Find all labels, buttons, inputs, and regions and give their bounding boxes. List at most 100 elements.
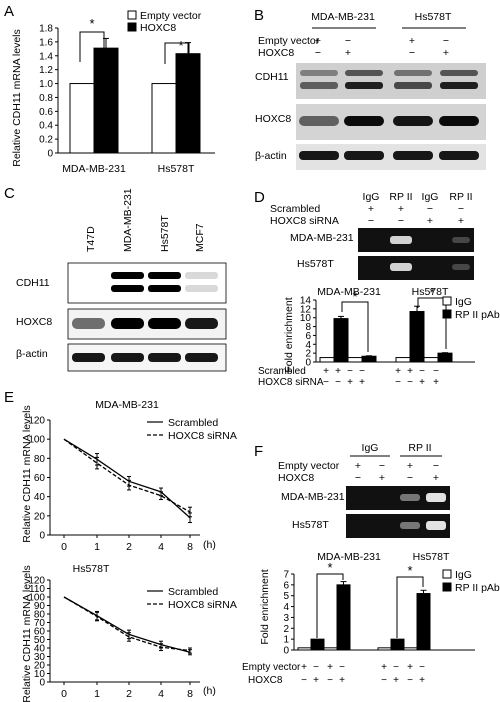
- panel-a-ytick-label: 1.6: [39, 37, 53, 48]
- panel-f-axis-sign: −: [407, 675, 413, 686]
- panel-c-band-actin: [148, 353, 181, 362]
- legend-a-hoxc8-swatch: [127, 22, 137, 32]
- panel-f-bar-rp2: [390, 638, 405, 651]
- panel-f-bar-igg: [323, 647, 338, 651]
- panel-e-top-xtick-label: 0: [61, 541, 67, 553]
- panel-c-blot-cdh11: [67, 262, 227, 304]
- panel-e-top-ytick-label: 20: [34, 511, 46, 522]
- panel-f-ytick-label: 2: [283, 624, 289, 635]
- panel-b-sign: −: [443, 35, 449, 47]
- panel-f-ytick-label: 0: [283, 646, 289, 657]
- panel-f-axis-sign: −: [381, 675, 387, 686]
- panel-f-axis-sign: +: [393, 675, 399, 686]
- legend-f-igg-label: IgG: [455, 569, 472, 581]
- panel-f-gel-band: [426, 521, 446, 530]
- panel-f-ytick-label: 5: [283, 591, 289, 602]
- panel-d-sign: −: [458, 203, 464, 215]
- panel-f-ylabel: Fold enrichment: [259, 569, 271, 644]
- panel-c-band-hoxc8: [148, 318, 181, 329]
- panel-f-gel-row-mda: MDA-MB-231: [281, 491, 345, 503]
- legend-d-rp2-label: RP II pAb: [455, 309, 500, 321]
- panel-f-axis-sign: −: [313, 662, 319, 673]
- panel-c-band-actin: [185, 353, 218, 362]
- panel-a-ytick-label: 0.8: [39, 93, 53, 104]
- panel-b-band-hoxc8: [439, 116, 479, 126]
- panel-e-bottom-ytick-label: 20: [34, 661, 46, 672]
- panel-a-sig-star-1: *: [89, 16, 94, 31]
- panel-d-axis-sign: +: [407, 366, 413, 377]
- panel-e-bottom-ytick-label: 70: [34, 618, 46, 629]
- panel-f-bar-igg: [297, 647, 312, 651]
- panel-b-gene-cdh11: CDH11: [255, 71, 289, 83]
- panel-c-band-actin: [111, 353, 144, 362]
- panel-c-lane-t47d: T47D: [85, 226, 97, 252]
- panel-label-a: A: [4, 3, 14, 20]
- panel-f-axis-sign: +: [313, 675, 319, 686]
- legend-d-igg-swatch: [442, 296, 452, 306]
- panel-f-sig-bracket-2: [396, 576, 424, 638]
- panel-d-gel-band: [390, 263, 412, 271]
- panel-c-band-hoxc8: [185, 318, 218, 329]
- panel-f-ytick-label: 1: [283, 635, 289, 646]
- panel-e-top-ytick-label: 0: [39, 531, 45, 542]
- panel-d-bar-rp2: [437, 352, 453, 363]
- legend-a-empty-swatch: [127, 10, 137, 20]
- panel-d-axis-sign: +: [347, 377, 353, 388]
- panel-b-band-cdh11: [394, 70, 432, 76]
- panel-e-bottom-ylabel: Relative CDH11 mRNA levels: [21, 565, 33, 702]
- panel-label-e: E: [4, 389, 14, 406]
- panel-f-axis-signs: +−−++−−++−−++−−+: [301, 662, 425, 686]
- panel-e-top-ytick-label: 80: [34, 454, 46, 465]
- panel-e-bottom-ytick-label: 60: [34, 627, 46, 638]
- panel-d-ytick-label: 6: [305, 331, 311, 342]
- panel-d-ytick-label: 2: [305, 349, 311, 360]
- panel-d-axis-sign: +: [433, 377, 439, 388]
- panel-a-chart: Relative CDH11 mRNA levels 0 0.2 0.4 0.6 0.8…: [11, 10, 215, 175]
- panel-c-band-cdh11: [111, 285, 144, 292]
- panel-b-sign: +: [443, 47, 449, 59]
- panel-b-band-cdh11: [440, 82, 478, 89]
- panel-b-band-cdh11: [345, 70, 383, 76]
- panel-f-sig-bracket-1: [316, 573, 344, 638]
- panel-e-top-ytick-label: 100: [28, 435, 45, 446]
- panel-d-bar-rp2: [361, 355, 377, 363]
- panel-e-bottom-ytick-label: 30: [34, 652, 46, 663]
- panel-e-top-xtick-label: 2: [126, 541, 132, 553]
- panel-b-bands: [299, 70, 479, 160]
- panel-d-ylabel: Fold enrichment: [283, 297, 295, 372]
- panel-c-lane-hs: Hs578T: [159, 215, 171, 252]
- panel-f-axis-row-hoxc8: HOXC8: [248, 675, 283, 686]
- panel-a-xtick-label: MDA-MB-231: [62, 163, 126, 175]
- panel-a-xtick-label: Hs578T: [158, 163, 195, 175]
- panel-e-bottom-ytick-label: 0: [39, 678, 45, 689]
- panel-d-bar-rp2: [409, 311, 425, 363]
- panel-c-gene-cdh11: CDH11: [16, 277, 50, 289]
- panel-label-d: D: [254, 189, 265, 206]
- panel-b-sign: −: [315, 47, 321, 59]
- panel-c-band-cdh11: [148, 272, 181, 279]
- panel-d-sig-bracket-1: [341, 301, 369, 352]
- panel-b-band-actin: [439, 151, 479, 160]
- panel-b-band-cdh11: [300, 70, 338, 76]
- panel-f-chip: IgG RP II Empty vector HOXC8 +−−++−−+ MD…: [242, 442, 500, 686]
- panel-f-bar-rp2: [310, 638, 325, 651]
- panel-f-bar-rp2: [416, 593, 431, 651]
- panel-e-bottom-ytick-label: 100: [28, 593, 45, 604]
- panel-b-sign: −: [409, 47, 415, 59]
- panel-c-band-cdh11: [185, 272, 218, 279]
- panel-f-row-hoxc8: HOXC8: [278, 472, 314, 484]
- panel-d-group-hs: Hs578T: [412, 286, 449, 298]
- panel-d-bar-igg: [423, 357, 439, 363]
- panel-f-ytick-label: 6: [283, 580, 289, 591]
- panel-e-bottom-xtick-label: 4: [158, 688, 164, 700]
- panel-e-bottom-xtick-label: 8: [187, 688, 193, 700]
- panel-e-top-chart: 0 20 40 60 80 100 120 0 1 2 4 8: [28, 416, 200, 553]
- panel-d-axis-sign: −: [335, 377, 341, 388]
- panel-c-band-cdh11: [111, 272, 144, 279]
- panel-d-ytick-label: 4: [305, 340, 311, 351]
- panel-f-axis-sign: −: [327, 675, 333, 686]
- panel-f-axis-row-empty: Empty vector: [242, 662, 301, 673]
- panel-f-group-mda: MDA-MB-231: [317, 551, 381, 563]
- panel-d-bar-rp2: [333, 318, 349, 363]
